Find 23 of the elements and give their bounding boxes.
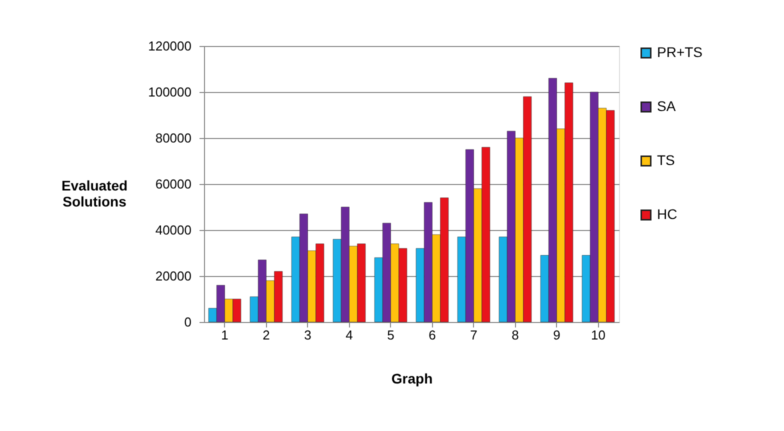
y-tick-label: 120000 [148,38,192,54]
x-tick-label: 9 [553,328,560,342]
x-tick-label: 5 [387,328,394,342]
x-tick-label: 8 [512,328,519,342]
x-tick-label: 10 [591,328,606,342]
x-tick-label: 6 [428,328,436,342]
x-tick-label: 1 [221,328,228,342]
legend-label: HC [657,206,678,222]
legend-label: TS [657,152,675,168]
x-axis-title: Graph [391,370,433,386]
y-tick-label: 20000 [155,268,192,284]
y-tick-label: 0 [184,314,192,330]
y-tick-label: 40000 [155,222,192,238]
y-tick-label: 80000 [155,130,192,146]
x-tick-label: 2 [262,328,270,342]
y-tick-label: 60000 [155,176,192,192]
y-tick-label: 100000 [148,84,192,100]
y-axis-title: Evaluated Solutions [61,178,128,210]
x-tick-label: 4 [346,328,353,342]
x-tick-label: 3 [304,328,312,342]
legend-label: PR+TS [657,44,703,60]
x-tick-label: 7 [470,328,478,342]
legend-label: SA [657,98,676,114]
